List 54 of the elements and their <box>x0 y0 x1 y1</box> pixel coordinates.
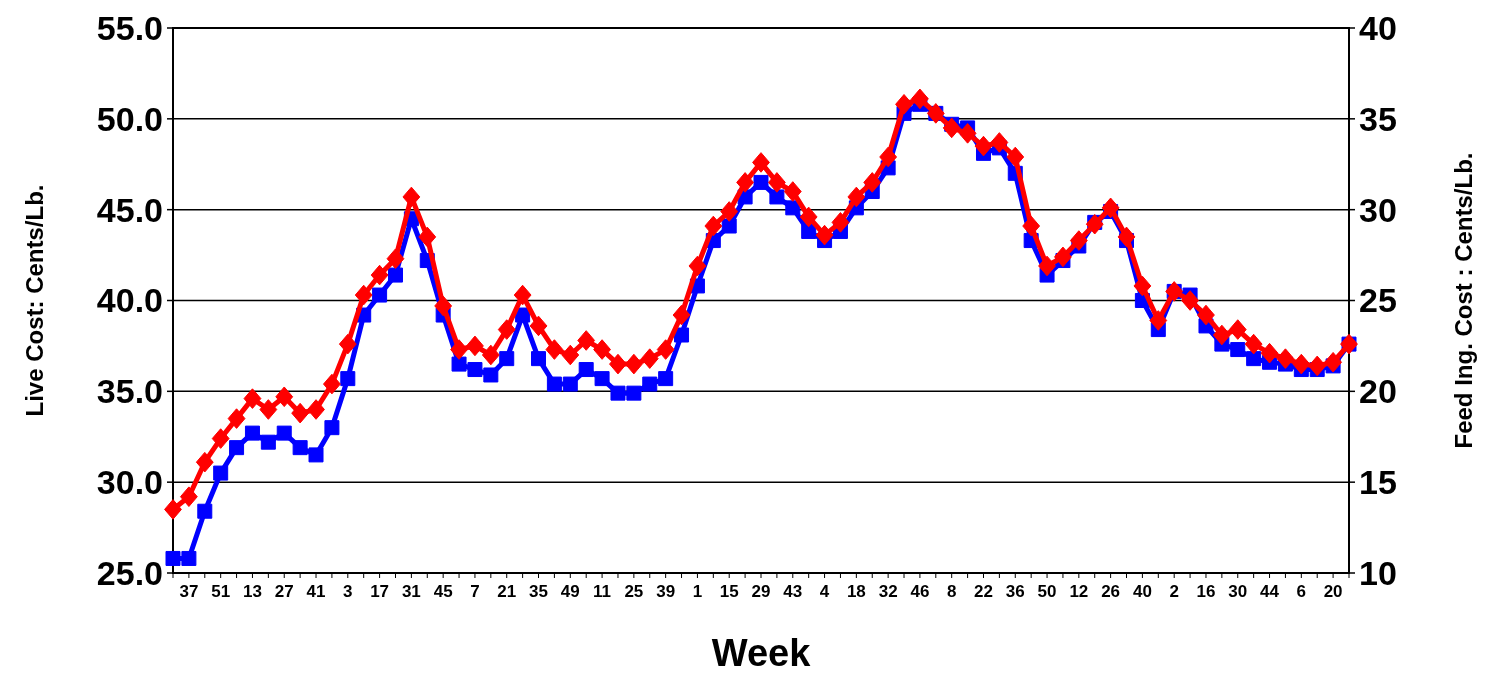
x-tick-label: 4 <box>819 582 830 601</box>
x-tick-label: 51 <box>211 582 231 601</box>
x-tick-label: 50 <box>1037 582 1057 601</box>
x-tick-label: 13 <box>243 582 262 601</box>
x-tick-label: 44 <box>1260 582 1280 601</box>
x-tick-label: 12 <box>1069 582 1089 601</box>
y2-tick-label: 10 <box>1359 553 1397 592</box>
x-tick-label: 17 <box>370 582 390 601</box>
x-tick-label: 22 <box>974 582 993 601</box>
y2-tick-label: 40 <box>1359 8 1397 47</box>
y2-tick-label: 15 <box>1359 463 1397 502</box>
x-tick-label: 46 <box>910 582 930 601</box>
x-tick-label: 25 <box>624 582 644 601</box>
x-tick-label: 8 <box>946 582 957 601</box>
y-tick-label: 50.0 <box>96 99 163 138</box>
x-tick-label: 16 <box>1196 582 1216 601</box>
x-tick-label: 49 <box>560 582 580 601</box>
x-tick-label: 39 <box>656 582 676 601</box>
y2-tick-label: 20 <box>1359 372 1397 411</box>
x-tick-label: 37 <box>179 582 199 601</box>
y-tick-label: 25.0 <box>96 553 163 592</box>
x-tick-label: 26 <box>1101 582 1121 601</box>
y2-tick-label: 25 <box>1359 281 1397 320</box>
x-tick-label: 27 <box>274 582 294 601</box>
y-tick-label: 45.0 <box>96 190 163 229</box>
x-tick-label: 29 <box>751 582 771 601</box>
y2-axis-title: Feed Ing. Cost : Cents/Lb. <box>1450 152 1477 449</box>
y2-tick-label: 30 <box>1359 190 1397 229</box>
x-tick-label: 2 <box>1169 582 1179 601</box>
x-tick-label: 40 <box>1132 582 1152 601</box>
x-tick-label: 7 <box>470 582 480 601</box>
x-tick-label: 32 <box>878 582 898 601</box>
x-tick-label: 18 <box>846 582 866 601</box>
x-tick-label: 1 <box>692 582 703 601</box>
x-tick-label: 45 <box>433 582 453 601</box>
x-tick-label: 43 <box>783 582 803 601</box>
x-tick-label: 31 <box>401 582 421 601</box>
y-tick-label: 55.0 <box>96 8 163 47</box>
y-tick-label: 40.0 <box>96 281 163 320</box>
x-tick-label: 6 <box>1296 582 1307 601</box>
x-axis-title: Week <box>711 632 812 674</box>
x-tick-label: 3 <box>343 582 353 601</box>
y-tick-label: 30.0 <box>96 463 163 502</box>
x-tick-label: 15 <box>719 582 739 601</box>
x-tick-label: 20 <box>1323 582 1343 601</box>
y2-tick-label: 35 <box>1359 99 1397 138</box>
x-tick-label: 11 <box>593 582 612 601</box>
y-tick-label: 35.0 <box>96 372 163 411</box>
x-tick-label: 36 <box>1005 582 1025 601</box>
x-tick-label: 41 <box>306 582 326 601</box>
y-axis-title: Live Cost: Cents/Lb. <box>21 184 48 417</box>
x-tick-label: 35 <box>529 582 548 601</box>
x-tick-label: 30 <box>1228 582 1248 601</box>
x-tick-label: 21 <box>497 582 517 601</box>
